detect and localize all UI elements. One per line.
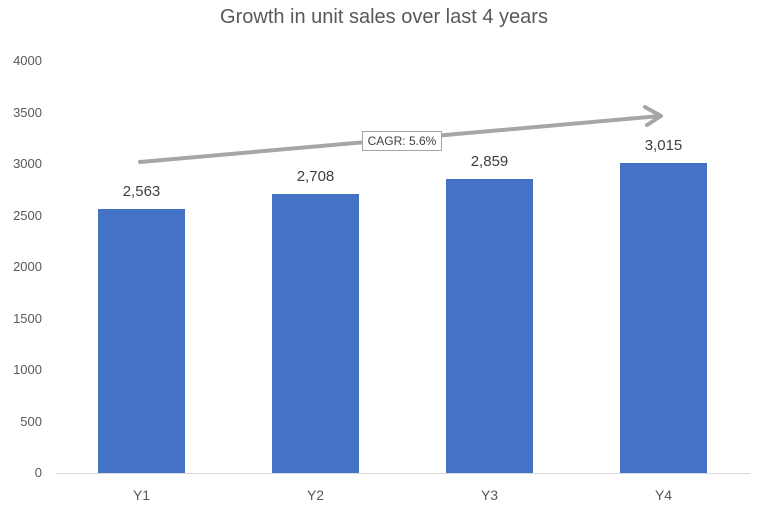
x-tick-y3: Y3 [480, 487, 499, 503]
cagr-annotation: CAGR: 5.6% [362, 131, 442, 151]
chart-title: Growth in unit sales over last 4 years [220, 6, 548, 28]
y-tick-4000: 4000 [13, 53, 42, 68]
data-label-y1: 2,563 [122, 183, 161, 200]
y-tick-1000: 1000 [13, 362, 42, 377]
y-tick-2500: 2500 [13, 208, 42, 223]
data-label-y4: 3,015 [644, 137, 683, 154]
y-tick-2000: 2000 [13, 259, 42, 274]
bar-y2 [272, 194, 359, 473]
data-label-y3: 2,859 [470, 153, 509, 170]
y-tick-0: 0 [34, 465, 42, 480]
x-axis-line [56, 473, 750, 474]
bar-y4 [620, 163, 707, 473]
x-tick-y4: Y4 [654, 487, 673, 503]
x-tick-y2: Y2 [306, 487, 325, 503]
bar-y3 [446, 179, 533, 473]
bar-y1 [98, 209, 185, 473]
y-tick-3000: 3000 [13, 156, 42, 171]
data-label-y2: 2,708 [296, 168, 335, 185]
y-tick-500: 500 [20, 414, 42, 429]
y-tick-1500: 1500 [13, 311, 42, 326]
x-tick-y1: Y1 [132, 487, 151, 503]
y-tick-3500: 3500 [13, 105, 42, 120]
